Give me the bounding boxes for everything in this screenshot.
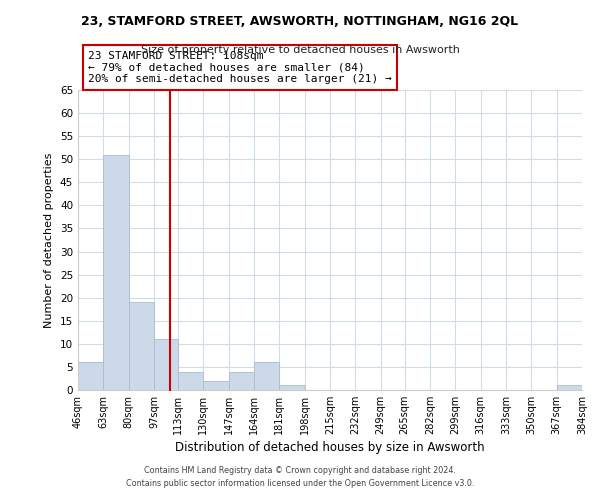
Bar: [203, 381, 229, 390]
Bar: [557, 386, 582, 390]
Bar: [128, 302, 154, 390]
Bar: [154, 339, 178, 390]
Y-axis label: Number of detached properties: Number of detached properties: [44, 152, 55, 328]
Bar: [103, 154, 128, 390]
Bar: [280, 386, 305, 390]
Bar: [229, 372, 254, 390]
Text: 23, STAMFORD STREET, AWSWORTH, NOTTINGHAM, NG16 2QL: 23, STAMFORD STREET, AWSWORTH, NOTTINGHA…: [82, 15, 518, 28]
X-axis label: Distribution of detached houses by size in Awsworth: Distribution of detached houses by size …: [175, 441, 485, 454]
Bar: [254, 362, 280, 390]
Text: Size of property relative to detached houses in Awsworth: Size of property relative to detached ho…: [140, 45, 460, 55]
Bar: [78, 362, 103, 390]
Text: Contains HM Land Registry data © Crown copyright and database right 2024.
Contai: Contains HM Land Registry data © Crown c…: [126, 466, 474, 487]
Bar: [178, 372, 203, 390]
Text: 23 STAMFORD STREET: 108sqm
← 79% of detached houses are smaller (84)
20% of semi: 23 STAMFORD STREET: 108sqm ← 79% of deta…: [88, 51, 392, 84]
